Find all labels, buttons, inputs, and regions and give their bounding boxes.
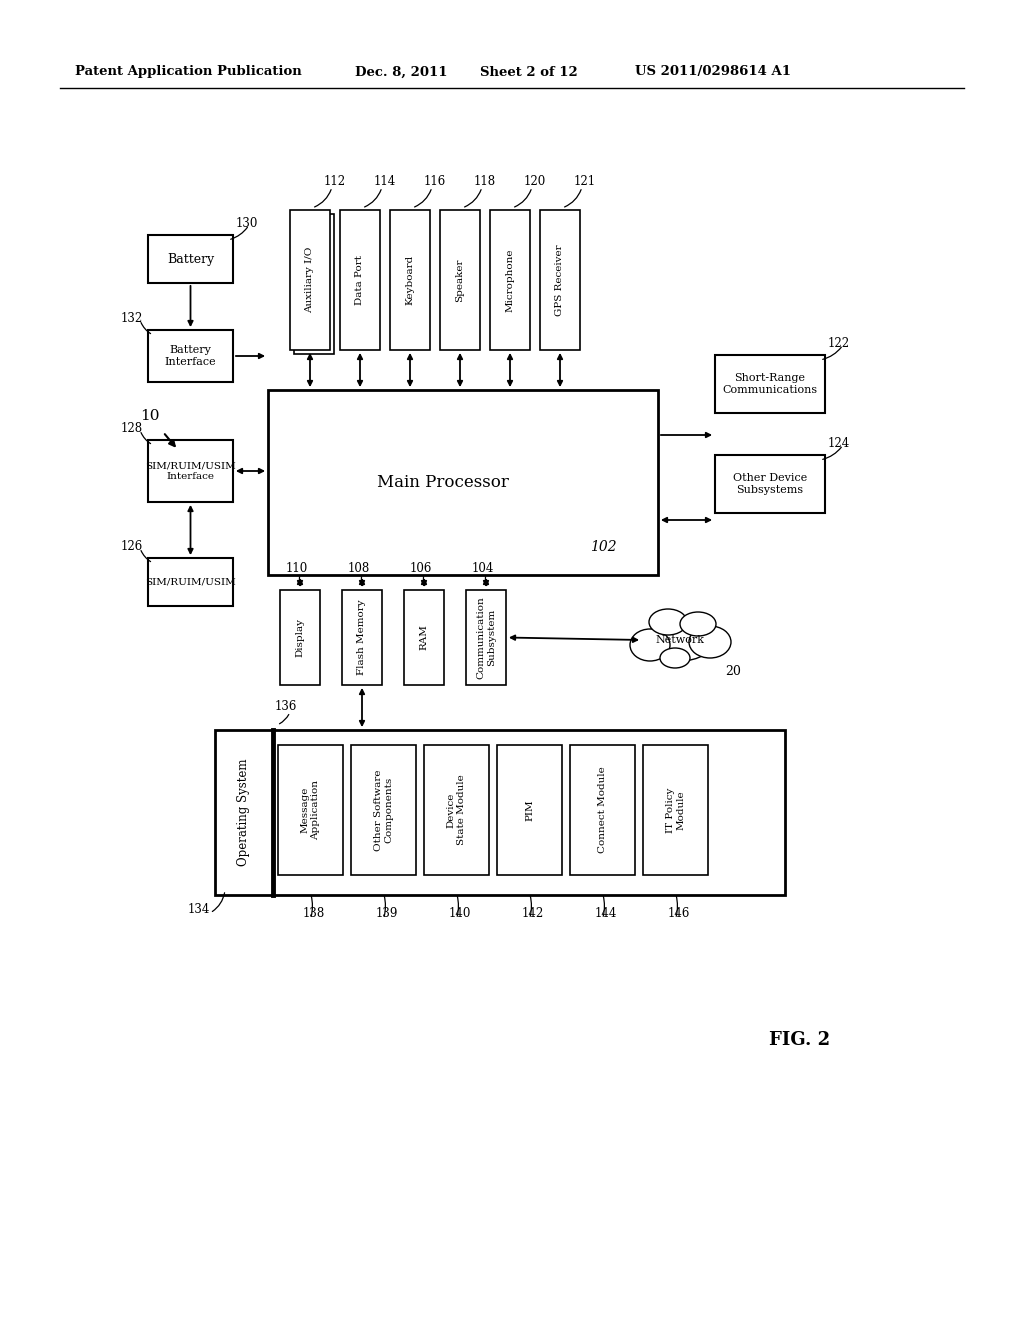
Text: SIM/RUIM/USIM: SIM/RUIM/USIM	[145, 578, 236, 586]
Text: 120: 120	[524, 176, 546, 187]
Bar	[351, 744, 416, 875]
Bar	[215, 730, 785, 895]
Bar	[570, 744, 635, 875]
Text: Dec. 8, 2011: Dec. 8, 2011	[355, 66, 447, 78]
Bar	[342, 590, 382, 685]
Text: 112: 112	[324, 176, 346, 187]
Text: Other Device
Subsystems: Other Device Subsystems	[733, 473, 807, 495]
Bar	[540, 210, 580, 350]
Text: Keyboard: Keyboard	[406, 255, 415, 305]
Text: 121: 121	[574, 176, 596, 187]
Text: Network: Network	[655, 635, 705, 645]
Text: Message
Application: Message Application	[301, 780, 321, 840]
Bar	[424, 744, 489, 875]
Text: Microphone: Microphone	[506, 248, 514, 312]
Bar	[497, 744, 562, 875]
Text: GPS Receiver: GPS Receiver	[555, 244, 564, 315]
Text: 126: 126	[121, 540, 143, 553]
Text: RAM: RAM	[420, 624, 428, 651]
Bar	[715, 455, 825, 513]
Bar	[280, 590, 319, 685]
Ellipse shape	[680, 612, 716, 636]
Text: Operating System: Operating System	[237, 759, 250, 866]
Text: 138: 138	[302, 907, 325, 920]
Text: 146: 146	[668, 907, 690, 920]
Bar	[148, 440, 233, 502]
Ellipse shape	[689, 626, 731, 657]
Text: 128: 128	[121, 422, 143, 436]
Text: Communication
Subsystem: Communication Subsystem	[476, 597, 496, 678]
Bar	[715, 355, 825, 413]
Text: 104: 104	[472, 562, 495, 576]
Text: 114: 114	[374, 176, 396, 187]
Text: Device
State Module: Device State Module	[446, 775, 466, 845]
Text: Connect Module: Connect Module	[598, 767, 607, 853]
Text: 142: 142	[521, 907, 544, 920]
Text: 10: 10	[140, 409, 160, 422]
Bar	[490, 210, 530, 350]
Ellipse shape	[649, 609, 687, 635]
Text: Battery: Battery	[167, 252, 214, 265]
Text: 20: 20	[725, 665, 741, 678]
Text: Short-Range
Communications: Short-Range Communications	[723, 374, 817, 395]
Ellipse shape	[660, 648, 690, 668]
Text: 130: 130	[236, 216, 258, 230]
Bar	[643, 744, 708, 875]
Text: Battery
Interface: Battery Interface	[165, 346, 216, 367]
Bar	[294, 214, 334, 354]
Ellipse shape	[646, 619, 714, 661]
Text: 139: 139	[376, 907, 398, 920]
Bar	[440, 210, 480, 350]
Bar	[148, 235, 233, 282]
Text: 136: 136	[275, 700, 297, 713]
Bar	[340, 210, 380, 350]
Text: IT Policy
Module: IT Policy Module	[666, 787, 685, 833]
Text: Display: Display	[296, 618, 304, 657]
Text: Auxiliary I/O: Auxiliary I/O	[305, 247, 314, 313]
Text: 122: 122	[828, 337, 850, 350]
Text: SIM/RUIM/USIM
Interface: SIM/RUIM/USIM Interface	[145, 461, 236, 480]
Bar	[148, 558, 233, 606]
Text: 132: 132	[121, 312, 143, 325]
Text: 116: 116	[424, 176, 446, 187]
Text: Data Port: Data Port	[355, 255, 365, 305]
Text: Main Processor: Main Processor	[377, 474, 509, 491]
Ellipse shape	[630, 630, 670, 661]
Text: US 2011/0298614 A1: US 2011/0298614 A1	[635, 66, 791, 78]
Text: 106: 106	[410, 562, 432, 576]
Text: Patent Application Publication: Patent Application Publication	[75, 66, 302, 78]
Text: 134: 134	[187, 903, 210, 916]
Text: 108: 108	[348, 562, 371, 576]
Text: FIG. 2: FIG. 2	[769, 1031, 830, 1049]
Bar	[404, 590, 444, 685]
Bar	[278, 744, 343, 875]
Text: Other Software
Components: Other Software Components	[374, 770, 393, 851]
Bar	[466, 590, 506, 685]
Text: 118: 118	[474, 176, 496, 187]
Text: Speaker: Speaker	[456, 259, 465, 302]
Text: Sheet 2 of 12: Sheet 2 of 12	[480, 66, 578, 78]
Bar	[148, 330, 233, 381]
Text: 110: 110	[286, 562, 308, 576]
Bar	[290, 210, 330, 350]
Text: 144: 144	[595, 907, 616, 920]
Text: PIM: PIM	[525, 799, 534, 821]
Text: 102: 102	[590, 540, 616, 554]
Bar	[268, 389, 658, 576]
Bar	[390, 210, 430, 350]
Text: 124: 124	[828, 437, 850, 450]
Text: 140: 140	[449, 907, 471, 920]
Text: Flash Memory: Flash Memory	[357, 599, 367, 676]
